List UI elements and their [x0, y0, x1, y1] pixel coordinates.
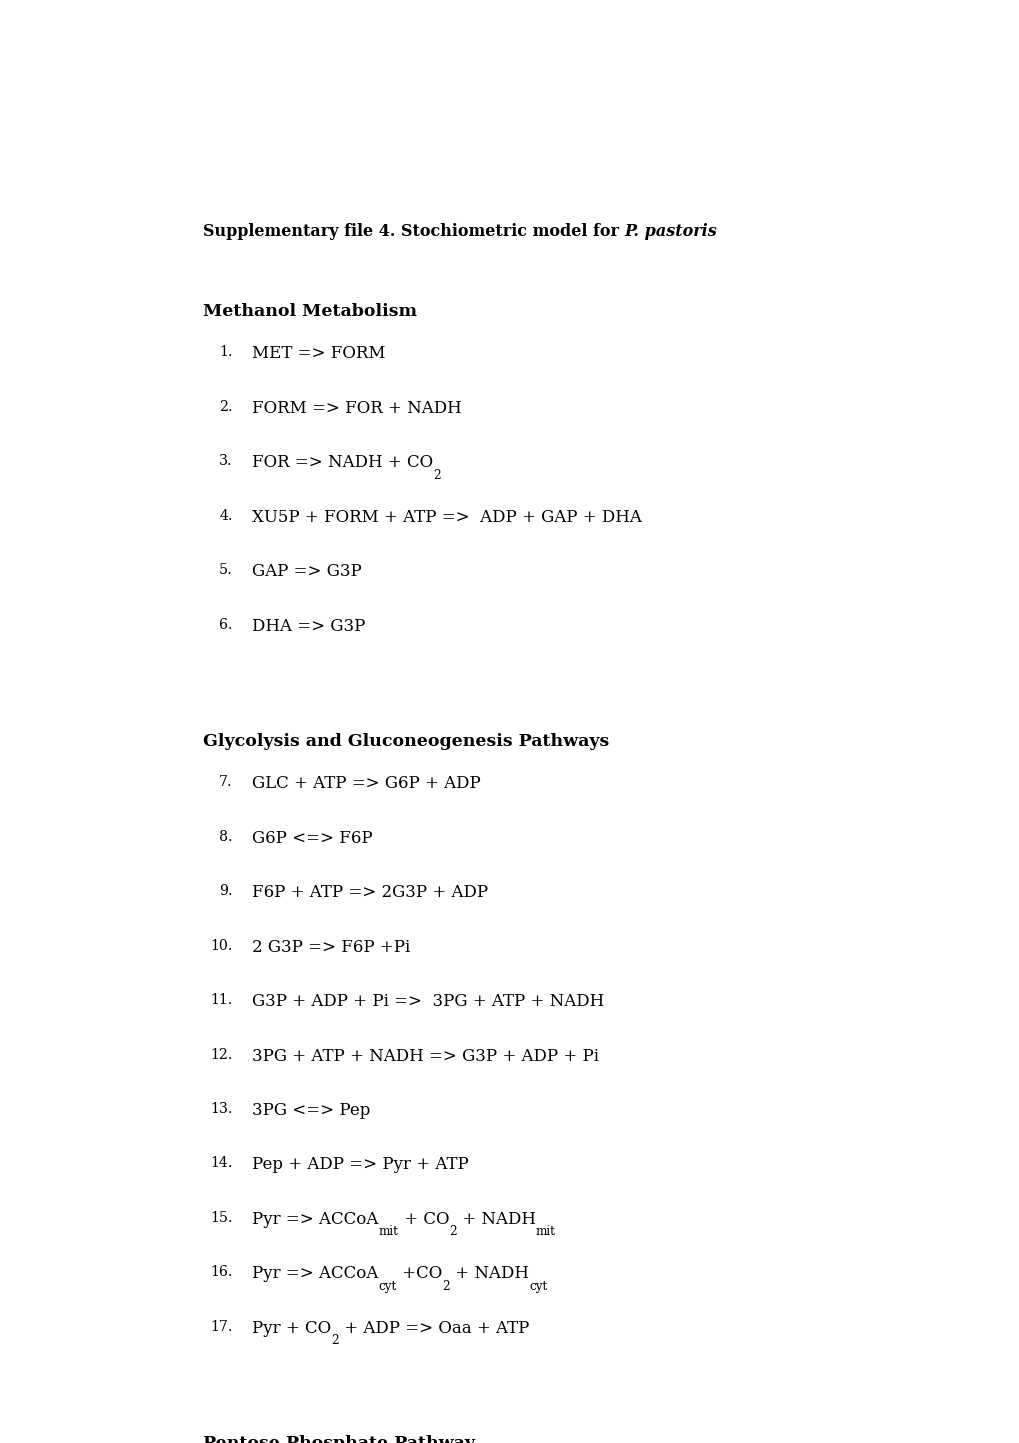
Text: + CO: + CO — [398, 1211, 448, 1228]
Text: MET => FORM: MET => FORM — [252, 345, 385, 362]
Text: 12.: 12. — [210, 1048, 232, 1062]
Text: Pyr + CO: Pyr + CO — [252, 1320, 331, 1336]
Text: mit: mit — [535, 1225, 555, 1238]
Text: + ADP => Oaa + ATP: + ADP => Oaa + ATP — [338, 1320, 529, 1336]
Text: cyt: cyt — [378, 1280, 396, 1293]
Text: 10.: 10. — [210, 939, 232, 952]
Text: 3PG <=> Pep: 3PG <=> Pep — [252, 1102, 371, 1120]
Text: XU5P + FORM + ATP =>  ADP + GAP + DHA: XU5P + FORM + ATP => ADP + GAP + DHA — [252, 509, 642, 525]
Text: 2: 2 — [331, 1335, 338, 1348]
Text: P. pastoris: P. pastoris — [624, 224, 716, 240]
Text: 4.: 4. — [219, 509, 232, 522]
Text: 2: 2 — [433, 469, 440, 482]
Text: cyt: cyt — [529, 1280, 546, 1293]
Text: 3PG + ATP + NADH => G3P + ADP + Pi: 3PG + ATP + NADH => G3P + ADP + Pi — [252, 1048, 599, 1065]
Text: 9.: 9. — [219, 885, 232, 899]
Text: Methanol Metabolism: Methanol Metabolism — [203, 303, 416, 320]
Text: 13.: 13. — [210, 1102, 232, 1115]
Text: 5.: 5. — [219, 563, 232, 577]
Text: Pep + ADP => Pyr + ATP: Pep + ADP => Pyr + ATP — [252, 1156, 469, 1173]
Text: + NADH: + NADH — [457, 1211, 535, 1228]
Text: 1.: 1. — [219, 345, 232, 359]
Text: GLC + ATP => G6P + ADP: GLC + ATP => G6P + ADP — [252, 775, 481, 792]
Text: 17.: 17. — [210, 1320, 232, 1333]
Text: 2: 2 — [448, 1225, 457, 1238]
Text: mit: mit — [378, 1225, 398, 1238]
Text: 8.: 8. — [219, 830, 232, 844]
Text: + NADH: + NADH — [449, 1266, 529, 1283]
Text: 2.: 2. — [219, 400, 232, 414]
Text: FOR => NADH + CO: FOR => NADH + CO — [252, 455, 433, 472]
Text: 15.: 15. — [210, 1211, 232, 1225]
Text: Pentose Phosphate Pathway: Pentose Phosphate Pathway — [203, 1436, 474, 1443]
Text: FORM => FOR + NADH: FORM => FOR + NADH — [252, 400, 462, 417]
Text: Pyr => ACCoA: Pyr => ACCoA — [252, 1211, 378, 1228]
Text: Pyr => ACCoA: Pyr => ACCoA — [252, 1266, 378, 1283]
Text: +CO: +CO — [396, 1266, 442, 1283]
Text: 14.: 14. — [210, 1156, 232, 1170]
Text: 3.: 3. — [219, 455, 232, 469]
Text: 6.: 6. — [219, 618, 232, 632]
Text: 7.: 7. — [219, 775, 232, 789]
Text: 2 G3P => F6P +Pi: 2 G3P => F6P +Pi — [252, 939, 411, 955]
Text: F6P + ATP => 2G3P + ADP: F6P + ATP => 2G3P + ADP — [252, 885, 488, 902]
Text: Glycolysis and Gluconeogenesis Pathways: Glycolysis and Gluconeogenesis Pathways — [203, 733, 608, 750]
Text: G6P <=> F6P: G6P <=> F6P — [252, 830, 373, 847]
Text: 2: 2 — [442, 1280, 449, 1293]
Text: Supplementary file 4. Stochiometric model for: Supplementary file 4. Stochiometric mode… — [203, 224, 624, 240]
Text: DHA => G3P: DHA => G3P — [252, 618, 366, 635]
Text: G3P + ADP + Pi =>  3PG + ATP + NADH: G3P + ADP + Pi => 3PG + ATP + NADH — [252, 993, 604, 1010]
Text: GAP => G3P: GAP => G3P — [252, 563, 362, 580]
Text: 16.: 16. — [210, 1266, 232, 1280]
Text: 11.: 11. — [210, 993, 232, 1007]
